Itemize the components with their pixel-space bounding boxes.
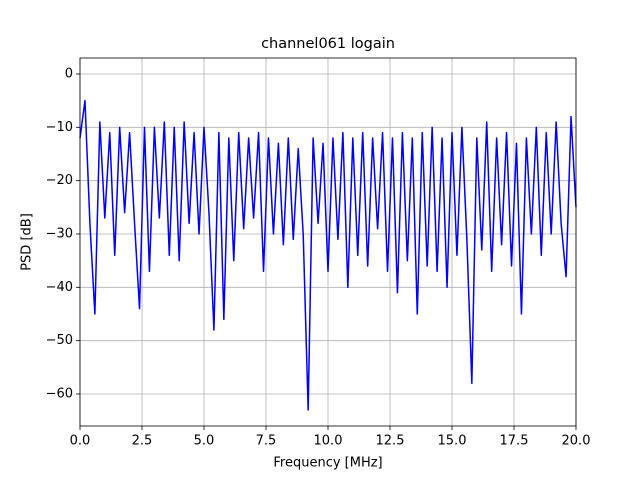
- x-tick-label: 7.5: [256, 434, 277, 449]
- x-tick-label: 17.5: [500, 434, 529, 449]
- y-tick-label: −40: [46, 280, 73, 295]
- chart-title: channel061 logain: [261, 36, 395, 52]
- y-tick-label: 0: [65, 67, 73, 82]
- x-tick-label: 12.5: [376, 434, 405, 449]
- x-tick-label: 10.0: [314, 434, 343, 449]
- y-tick-label: −20: [46, 173, 73, 188]
- x-tick-label: 2.5: [132, 434, 153, 449]
- y-axis-label: PSD [dB]: [20, 213, 35, 271]
- x-tick-label: 5.0: [194, 434, 215, 449]
- y-tick-label: −60: [46, 387, 73, 402]
- x-axis-label: Frequency [MHz]: [273, 456, 382, 471]
- x-tick-label: 20.0: [562, 434, 591, 449]
- y-tick-label: −50: [46, 333, 73, 348]
- y-tick-label: −30: [46, 227, 73, 242]
- plot-layer: [79, 99, 577, 411]
- data-line: [79, 99, 577, 411]
- x-tick-label: 15.0: [438, 434, 467, 449]
- x-tick-label: 0.0: [70, 434, 91, 449]
- y-tick-label: −10: [46, 120, 73, 135]
